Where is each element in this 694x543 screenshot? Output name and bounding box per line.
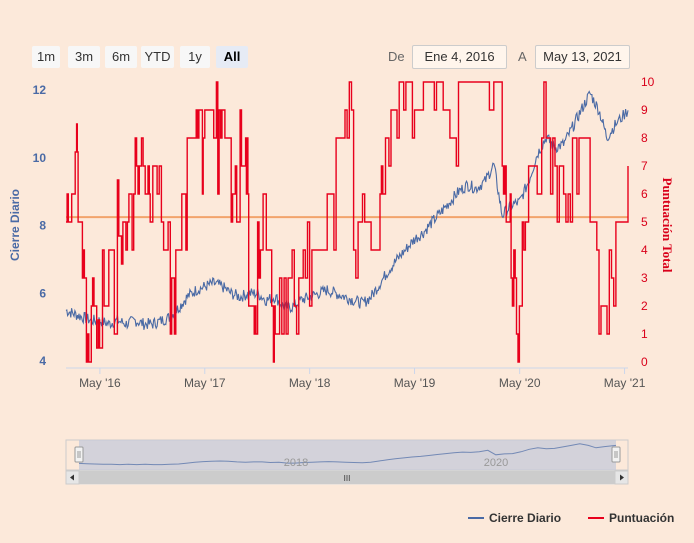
legend: Cierre Diario Puntuación bbox=[468, 511, 674, 525]
to-date-label: A bbox=[518, 49, 527, 64]
y-right-tick-label: 0 bbox=[641, 355, 648, 369]
y-left-tick-label: 12 bbox=[33, 83, 47, 97]
navigator-year-label: 2020 bbox=[484, 457, 508, 469]
scrollbar-thumb[interactable] bbox=[79, 471, 616, 484]
y-left-title: Cierre Diario bbox=[8, 189, 22, 261]
x-axis: May '16 May '17 May '18 May '19 May '20 May '… bbox=[66, 367, 646, 390]
x-tick-label: May '19 bbox=[394, 376, 436, 390]
navigator[interactable]: 2018 2020 bbox=[65, 439, 629, 471]
y-left-tick-label: 4 bbox=[39, 354, 46, 368]
legend-label: Cierre Diario bbox=[489, 511, 561, 525]
series-line-cierre-diario[interactable] bbox=[65, 90, 629, 330]
scroll-right-button[interactable] bbox=[614, 470, 629, 485]
x-tick-label: May '20 bbox=[499, 376, 541, 390]
plot-area bbox=[65, 81, 629, 363]
legend-item-cierre[interactable]: Cierre Diario bbox=[468, 511, 561, 525]
series-line-puntuacion[interactable] bbox=[66, 81, 629, 363]
range-button-all[interactable]: All bbox=[216, 46, 248, 68]
x-tick-label: May '18 bbox=[289, 376, 331, 390]
scrollbar-grip: III bbox=[344, 474, 351, 483]
range-button-1m[interactable]: 1m bbox=[32, 46, 60, 68]
x-tick-label: May '17 bbox=[184, 376, 226, 390]
y-right-title: Puntuación Total bbox=[660, 177, 675, 272]
y-left-tick-label: 6 bbox=[39, 286, 46, 300]
y-right-tick-label: 4 bbox=[641, 243, 648, 257]
legend-item-puntuacion[interactable]: Puntuación bbox=[588, 511, 674, 525]
y-left-axis: 4 6 8 10 12 bbox=[33, 83, 47, 368]
from-date-label: De bbox=[388, 49, 405, 64]
arrow-right-icon bbox=[620, 474, 624, 481]
navigator-left-handle[interactable] bbox=[74, 446, 84, 463]
range-button-3m[interactable]: 3m bbox=[68, 46, 100, 68]
navigator-right-handle[interactable] bbox=[611, 446, 621, 463]
y-right-tick-label: 6 bbox=[641, 187, 648, 201]
from-date-input[interactable]: Ene 4, 2016 bbox=[412, 45, 507, 69]
y-right-tick-label: 5 bbox=[641, 215, 648, 229]
navigator-series-line bbox=[78, 443, 617, 466]
y-right-tick-label: 10 bbox=[641, 75, 655, 89]
y-right-tick-label: 1 bbox=[641, 327, 648, 341]
arrow-left-icon bbox=[70, 474, 74, 481]
navigator-mask[interactable] bbox=[79, 440, 616, 470]
to-date-input[interactable]: May 13, 2021 bbox=[535, 45, 630, 69]
range-button-1y[interactable]: 1y bbox=[180, 46, 210, 68]
y-right-tick-label: 2 bbox=[641, 299, 648, 313]
range-button-6m[interactable]: 6m bbox=[105, 46, 137, 68]
scrollbar[interactable]: III bbox=[65, 470, 629, 485]
y-right-tick-label: 8 bbox=[641, 131, 648, 145]
y-right-tick-label: 7 bbox=[641, 159, 648, 173]
y-right-tick-label: 9 bbox=[641, 103, 648, 117]
y-right-tick-label: 3 bbox=[641, 271, 648, 285]
scroll-left-button[interactable] bbox=[65, 470, 80, 485]
legend-label: Puntuación bbox=[609, 511, 674, 525]
range-button-ytd[interactable]: YTD bbox=[141, 46, 174, 68]
x-tick-label: May '21 bbox=[604, 376, 646, 390]
y-left-tick-label: 10 bbox=[33, 151, 47, 165]
x-tick-label: May '16 bbox=[79, 376, 121, 390]
y-right-axis: 0 1 2 3 4 5 6 7 8 9 10 bbox=[641, 75, 655, 369]
y-left-tick-label: 8 bbox=[39, 219, 46, 233]
navigator-year-label: 2018 bbox=[284, 457, 308, 469]
